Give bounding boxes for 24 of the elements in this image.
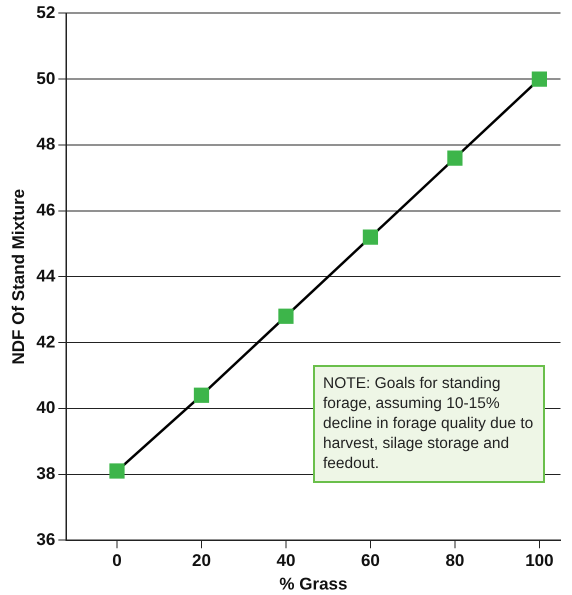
point [532,71,547,87]
y-tick-label: 42 [36,332,56,352]
x-tick-label: 0 [112,551,122,570]
point [194,388,210,403]
y-tick-label: 40 [36,398,56,418]
y-tick-label: 44 [36,266,56,286]
x-tick-label: 40 [276,551,296,570]
y-tick-label: 50 [36,68,56,88]
x-tick-label: 100 [525,551,554,570]
y-tick-label: 48 [36,134,56,154]
point [278,308,294,324]
y-tick-label: 36 [36,530,56,549]
point [362,230,378,245]
annotation: NOTE: Goals for standing forage, assuming 10-15% decline in forage quality due to harvest, silage storage and feedout. [313,365,545,483]
y-tick-label: 52 [36,2,56,22]
y-tick-label: 46 [36,200,56,220]
point [447,150,463,166]
y-tick-label: 38 [36,464,56,484]
y-axis-title: NDF Of Stand Mixture [8,188,28,365]
x-axis-title: % Grass [279,574,348,594]
x-tick-label: 60 [360,551,380,570]
point [109,463,125,479]
x-tick-label: 80 [445,551,464,570]
x-tick-label: 20 [192,551,211,570]
